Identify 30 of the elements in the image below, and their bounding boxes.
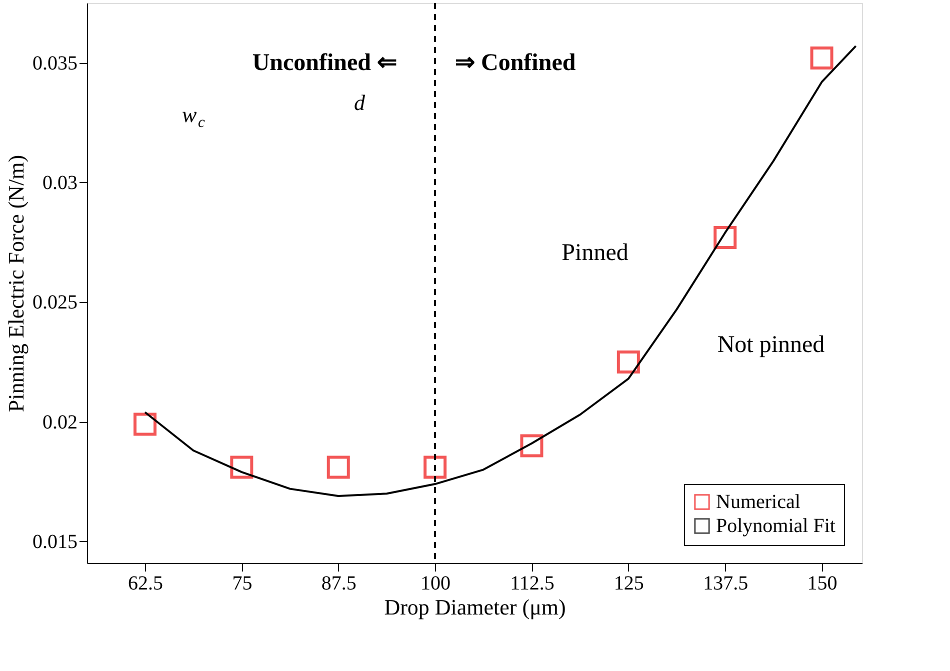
y-tick-label: 0.02 bbox=[42, 411, 78, 434]
x-tick-label: 112.5 bbox=[510, 572, 554, 594]
x-tick-label: 125 bbox=[614, 572, 644, 594]
y-tick-label: 0.03 bbox=[42, 172, 78, 194]
y-axis-title: Pinning Electric Force (N/m) bbox=[4, 154, 28, 412]
x-tick-label: 100 bbox=[420, 572, 451, 594]
x-tick-label: 62.5 bbox=[128, 572, 164, 594]
point bbox=[714, 226, 737, 250]
legend-label: Polynomial Fit bbox=[716, 515, 836, 537]
annotation: Unconfined ⇐ bbox=[252, 50, 397, 76]
point bbox=[424, 456, 447, 479]
point bbox=[810, 46, 834, 70]
annotation: Not pinned bbox=[717, 332, 825, 358]
x-tick-label: 150 bbox=[807, 572, 838, 594]
x-axis-title: Drop Diameter (μm) bbox=[384, 594, 566, 620]
point bbox=[616, 350, 640, 374]
point bbox=[520, 434, 544, 458]
x-tick-label: 137.5 bbox=[703, 572, 748, 594]
annotation: Pinned bbox=[562, 240, 628, 266]
y-tick-label: 0.035 bbox=[32, 52, 78, 74]
annotation: d bbox=[354, 90, 366, 115]
point bbox=[326, 456, 350, 479]
x-tick-label: 87.5 bbox=[321, 572, 356, 594]
y-tick-label: 0.025 bbox=[32, 292, 78, 314]
point bbox=[230, 456, 254, 479]
point bbox=[134, 412, 157, 436]
x-tick-label: 75 bbox=[232, 572, 252, 594]
legend-label: Numerical bbox=[716, 491, 801, 513]
y-tick-label: 0.015 bbox=[32, 530, 78, 553]
annotation: ⇒ Confined bbox=[455, 50, 576, 76]
